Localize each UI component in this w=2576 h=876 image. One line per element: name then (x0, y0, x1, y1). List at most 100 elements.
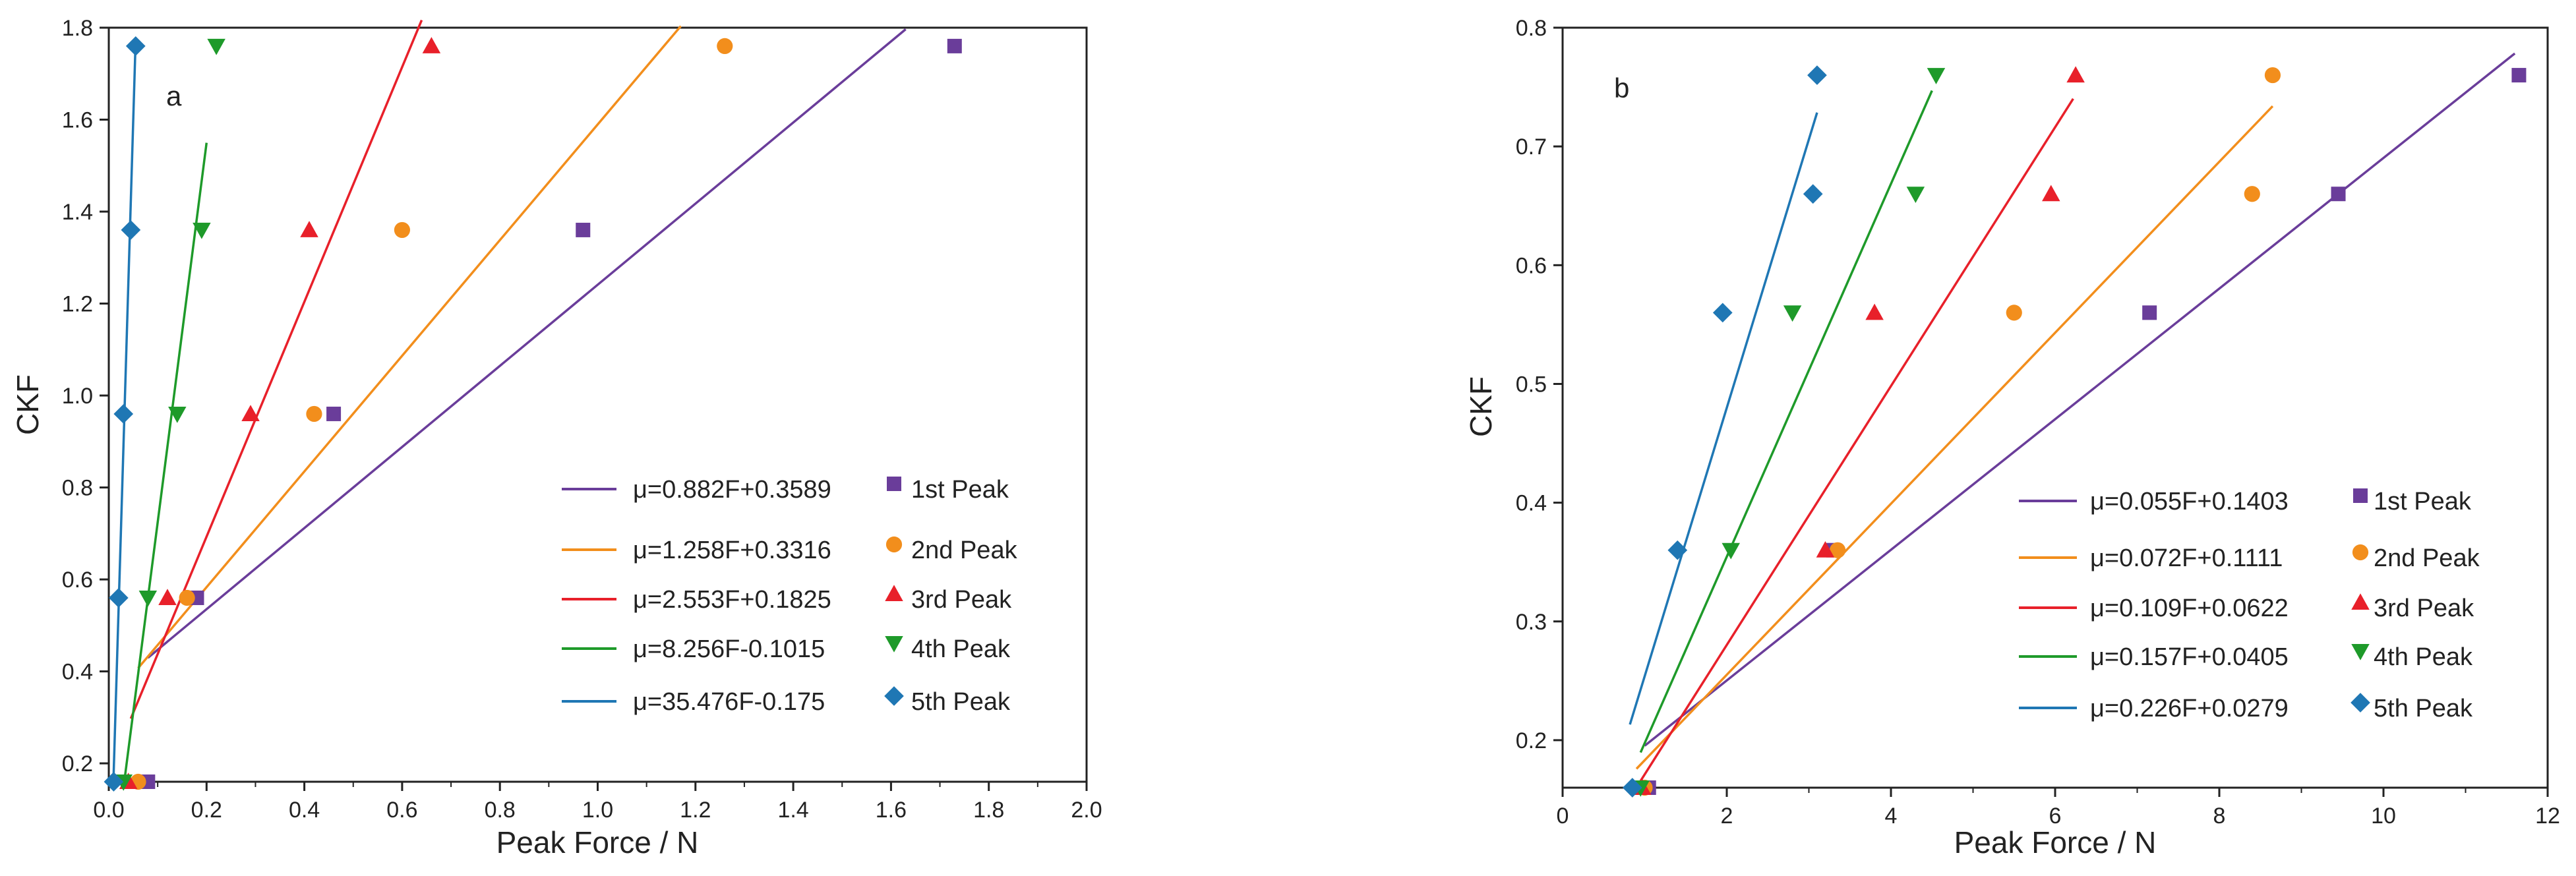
legend-marker (2351, 593, 2370, 610)
data-point-series-4 (1783, 305, 1802, 322)
x-tick-label: 10 (2371, 803, 2396, 829)
legend-fit-label: μ=0.157F+0.0405 (2090, 643, 2289, 671)
legend-fit-label: μ=8.256F-0.1015 (633, 635, 825, 663)
data-point-series-5 (1622, 778, 1642, 798)
x-tick-label: 1.6 (876, 798, 907, 823)
data-point-series-3 (2042, 185, 2060, 202)
y-tick-label: 0.7 (1516, 134, 1547, 160)
legend-marker (884, 686, 904, 706)
legend-fit-label: μ=0.109F+0.0622 (2090, 595, 2289, 622)
y-tick-label: 1.6 (62, 108, 93, 133)
data-point-series-3 (241, 405, 260, 421)
data-point-series-4 (138, 590, 158, 607)
legend-fit-label: μ=35.476F-0.175 (633, 688, 825, 716)
legend-fit-label: μ=0.072F+0.1111 (2090, 544, 2283, 572)
y-tick-label: 0.6 (1516, 253, 1547, 278)
data-point-series-5 (1807, 65, 1827, 85)
y-tick-label: 1.8 (62, 16, 93, 41)
y-tick-label: 0.5 (1516, 372, 1547, 397)
x-tick-label: 1.4 (777, 798, 808, 823)
legend-marker (2351, 693, 2370, 713)
data-point-series-2 (2006, 305, 2022, 321)
y-tick-label: 0.4 (1516, 491, 1547, 516)
legend-series-label: 2nd Peak (2374, 544, 2480, 572)
legend-series-label: 5th Peak (2374, 695, 2473, 722)
data-point-series-1 (2511, 68, 2527, 83)
plot-frame (1561, 26, 2549, 789)
fit-line-series-2 (137, 25, 682, 669)
data-point-series-5 (113, 404, 134, 424)
chart-panel-a: 0.0 0.2 0.4 0.6 0.8 1.0 1.2 1.4 1.6 1.8 2.00.20.40… (11, 16, 1102, 860)
data-point-series-3 (2066, 66, 2085, 83)
data-point-series-5 (125, 36, 146, 56)
y-axis-title: CKF (1464, 376, 1498, 437)
x-axis-title: Peak Force / N (1954, 825, 2157, 860)
x-tick-label: 0.6 (386, 798, 417, 823)
data-point-series-5 (1712, 303, 1733, 323)
fit-line-series-3 (1639, 98, 2074, 782)
data-point-series-3 (300, 221, 318, 237)
data-point-series-3 (1816, 540, 1835, 558)
x-tick-label: 1.8 (973, 798, 1004, 823)
fit-line-series-5 (1629, 112, 1818, 725)
fit-line-series-2 (1635, 105, 2274, 770)
y-tick-label: 0.8 (1516, 16, 1547, 41)
legend-marker (885, 536, 903, 553)
fit-line-series-3 (129, 19, 423, 719)
x-tick-label: 0.4 (289, 798, 320, 823)
y-tick-label: 0.8 (62, 476, 93, 501)
fit-line-series-1 (147, 28, 907, 659)
legend-series-label: 2nd Peak (911, 537, 1018, 564)
data-point-series-2 (179, 589, 195, 606)
legend-series-label: 1st Peak (2374, 488, 2472, 515)
data-point-series-1 (326, 406, 342, 421)
data-point-series-2 (1829, 542, 1846, 558)
data-point-series-4 (207, 38, 225, 55)
x-tick-label: 2 (1721, 803, 1733, 829)
legend-series-label: 4th Peak (911, 635, 1011, 663)
x-tick-label: 12 (2535, 803, 2560, 829)
data-point-series-3 (422, 37, 441, 53)
data-point-series-4 (1722, 542, 1740, 560)
y-tick-label: 0.3 (1516, 610, 1547, 635)
panel-label: b (1614, 73, 1629, 103)
x-axis-title: Peak Force / N (496, 825, 699, 860)
fit-line-series-1 (1644, 52, 2516, 747)
data-point-series-4 (1927, 68, 1946, 84)
legend-series-label: 5th Peak (911, 688, 1011, 716)
y-tick-label: 0.2 (62, 751, 93, 776)
x-tick-label: 2.0 (1071, 798, 1102, 823)
data-point-series-1 (947, 38, 962, 53)
data-point-series-2 (2244, 186, 2260, 202)
legend-fit-label: μ=2.553F+0.1825 (633, 586, 831, 614)
data-point-series-5 (1667, 540, 1688, 560)
legend-marker (2352, 544, 2369, 561)
legend-series-label: 3rd Peak (911, 586, 1012, 614)
x-tick-label: 0.8 (485, 798, 516, 823)
y-tick-label: 0.4 (62, 660, 93, 685)
x-tick-label: 1.2 (680, 798, 711, 823)
x-tick-label: 8 (2213, 803, 2226, 829)
data-point-series-4 (1906, 187, 1925, 203)
plot-frame (107, 26, 1088, 783)
data-point-series-2 (2264, 67, 2281, 84)
fit-line-series-4 (1639, 90, 1933, 753)
data-point-series-4 (168, 406, 187, 423)
data-point-series-5 (1803, 184, 1823, 204)
x-tick-label: 1.0 (582, 798, 613, 823)
data-point-series-2 (306, 405, 322, 423)
legend-marker (885, 636, 903, 653)
fit-line-series-4 (123, 142, 208, 781)
data-point-series-5 (104, 772, 124, 792)
legend-series-label: 1st Peak (911, 476, 1009, 504)
data-point-series-3 (1865, 303, 1884, 320)
x-tick-label: 4 (1885, 803, 1898, 829)
legend-fit-label: μ=1.258F+0.3316 (633, 537, 831, 564)
data-point-series-1 (576, 222, 591, 237)
legend-marker (2351, 644, 2370, 660)
x-tick-label: 6 (2049, 803, 2062, 829)
legend-series-label: 4th Peak (2374, 643, 2473, 671)
legend-fit-label: μ=0.226F+0.0279 (2090, 695, 2289, 722)
panel-label: a (166, 80, 182, 111)
